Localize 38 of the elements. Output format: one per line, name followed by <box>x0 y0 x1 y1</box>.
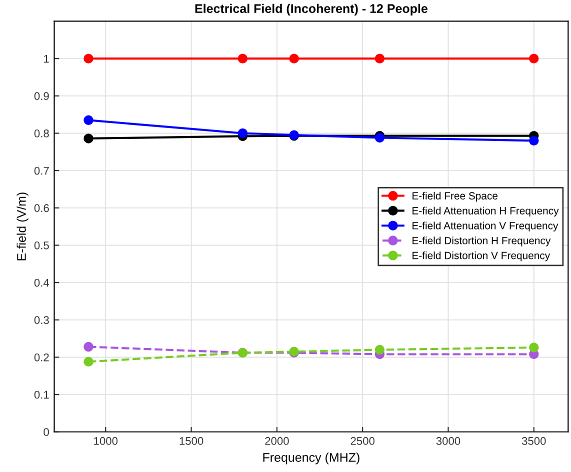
x-tick-label: 3500 <box>522 437 546 445</box>
chart-title: Electrical Field (Incoherent) - 12 People <box>195 4 428 16</box>
point <box>529 342 539 352</box>
legend-label: E-field Distortion H Frequency <box>412 236 551 246</box>
point <box>374 344 385 355</box>
y-tick-label: 0.5 <box>34 241 49 250</box>
x-tick-label: 3000 <box>436 437 460 445</box>
y-tick-label: 0.6 <box>34 204 49 212</box>
point <box>84 356 94 367</box>
legend-label: E-field Attenuation H Frequency <box>412 206 559 216</box>
y-tick-label: 0.4 <box>34 278 50 287</box>
y-tick-label: 1 <box>44 54 49 63</box>
point <box>84 134 94 144</box>
legend-label: E-field Free Space <box>412 192 498 202</box>
x-tick-label: 1000 <box>94 437 118 445</box>
x-axis-title: Frequency (MHZ) <box>263 452 360 464</box>
point <box>238 54 248 64</box>
point <box>374 54 385 64</box>
legend-label: E-field Distortion V Frequency <box>412 252 550 262</box>
y-tick-label: 0.1 <box>34 390 49 399</box>
y-tick-label: 0.2 <box>34 353 49 362</box>
point <box>289 54 299 64</box>
point <box>84 115 94 126</box>
y-tick-label: 0.9 <box>34 92 49 100</box>
x-tick-label: 1500 <box>180 437 204 445</box>
point <box>84 342 94 352</box>
point <box>84 54 94 64</box>
legend-label: E-field Attenuation V Frequency <box>412 222 558 232</box>
x-tick-label: 2500 <box>350 437 375 445</box>
y-tick-label: 0.3 <box>34 316 49 324</box>
point <box>529 54 539 64</box>
y-tick-label: 0.7 <box>34 166 49 175</box>
point <box>529 136 539 146</box>
y-tick-label: 0 <box>44 428 49 436</box>
y-tick-label: 0.8 <box>34 130 49 138</box>
point <box>238 128 248 138</box>
y-axis-title: E-field (V/m) <box>16 192 28 260</box>
x-tick-label: 2000 <box>265 437 289 445</box>
